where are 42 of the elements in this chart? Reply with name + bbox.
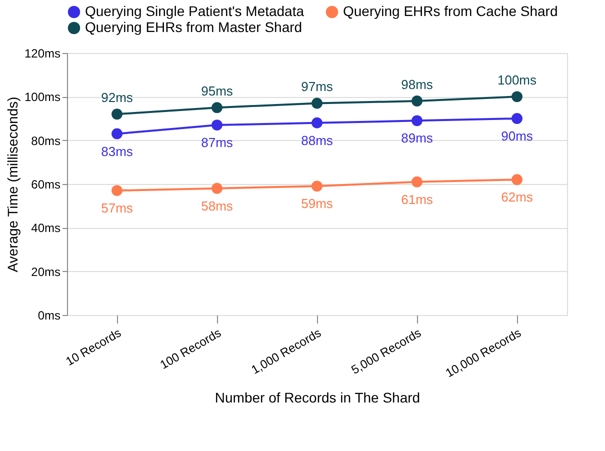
y-axis-title: Average Time (milliseconds) <box>4 96 20 272</box>
data-label: 59ms <box>301 196 334 212</box>
point <box>112 185 122 196</box>
point <box>112 108 122 120</box>
data-label: 100ms <box>497 72 538 88</box>
point <box>412 176 422 188</box>
point <box>512 113 522 124</box>
point <box>212 102 222 114</box>
data-label: 89ms <box>401 130 434 146</box>
point <box>212 120 222 131</box>
data-label: 97ms <box>301 79 334 94</box>
point <box>312 98 322 109</box>
data-label: 83ms <box>101 144 134 159</box>
y-tick-label: 100ms <box>24 90 60 104</box>
point <box>512 91 522 102</box>
legend-label: Querying EHRs from Cache Shard <box>343 3 558 19</box>
y-tick-label: 20ms <box>31 264 60 279</box>
data-label: 92ms <box>101 90 134 106</box>
x-axis-title: Number of Records in The Shard <box>214 389 420 406</box>
data-label: 62ms <box>501 190 534 205</box>
y-tick-label: 80ms <box>31 134 60 148</box>
point <box>412 115 422 126</box>
point <box>112 128 122 140</box>
data-label: 57ms <box>101 200 134 216</box>
data-label: 88ms <box>301 132 334 148</box>
point <box>212 182 222 194</box>
point <box>412 96 422 106</box>
legend-label: Querying EHRs from Master Shard <box>85 19 302 35</box>
data-label: 90ms <box>501 128 534 144</box>
data-label: 58ms <box>201 198 234 214</box>
y-tick-label: 40ms <box>31 221 60 236</box>
point <box>312 180 322 192</box>
data-label: 98ms <box>401 77 434 92</box>
y-tick-label: 120ms <box>24 46 60 60</box>
data-label: 95ms <box>201 84 234 99</box>
point <box>312 117 322 128</box>
point <box>512 174 522 186</box>
data-label: 61ms <box>401 192 434 207</box>
y-tick-label: 0ms <box>38 308 60 322</box>
legend-label: Querying Single Patient's Metadata <box>85 3 304 19</box>
y-tick-label: 60ms <box>31 178 60 192</box>
data-label: 87ms <box>201 135 234 150</box>
